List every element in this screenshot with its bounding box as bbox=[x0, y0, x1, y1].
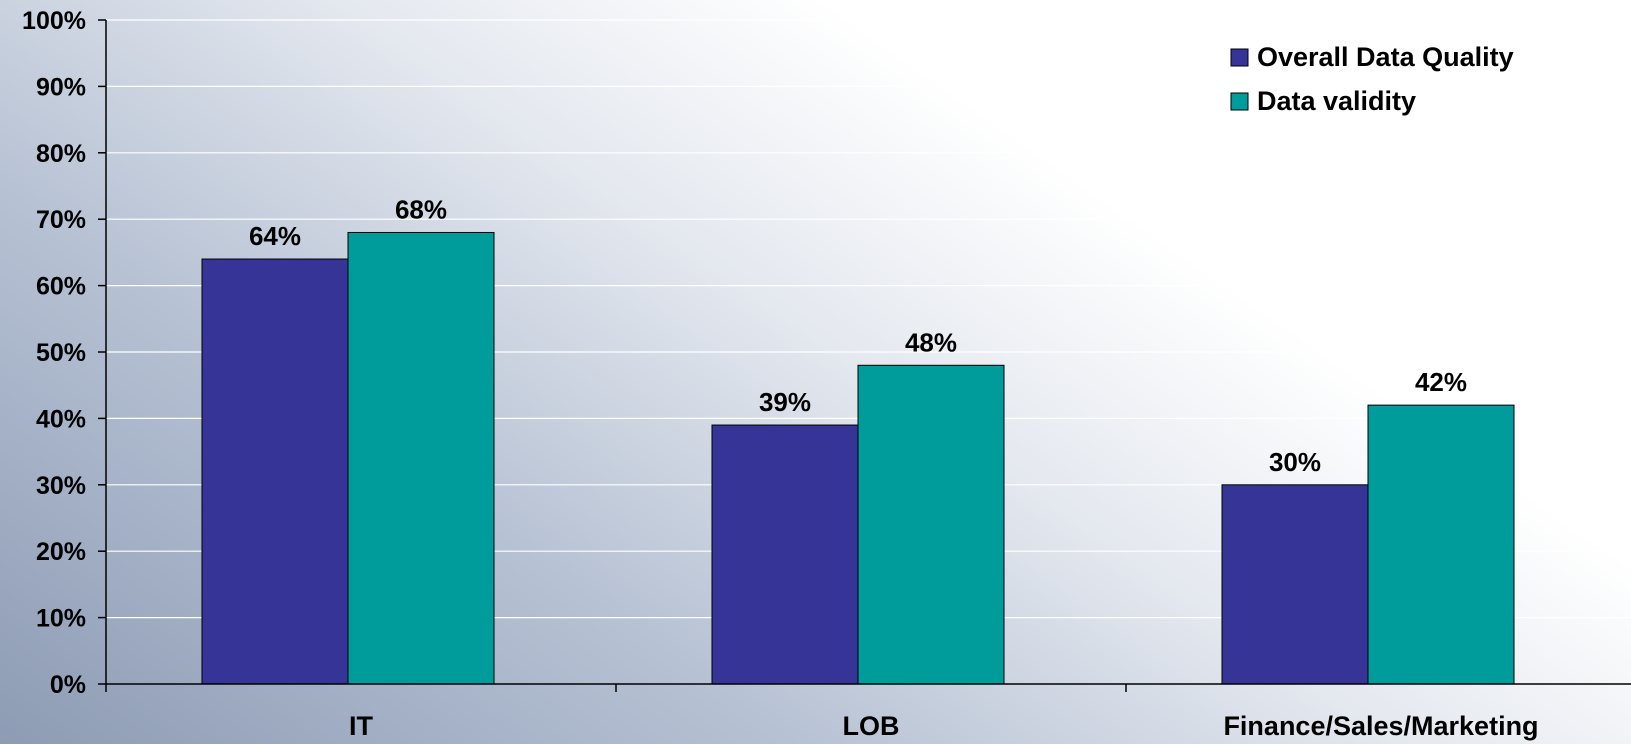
bar-data-validity bbox=[857, 364, 1005, 685]
y-tick-label: 70% bbox=[36, 206, 86, 234]
y-tick-label: 50% bbox=[36, 339, 86, 367]
data-label: 68% bbox=[395, 194, 447, 224]
y-tick-label: 0% bbox=[50, 671, 86, 699]
y-tick-label: 20% bbox=[36, 538, 86, 566]
y-tick-label: 80% bbox=[36, 140, 86, 168]
bar-overall-data-quality bbox=[201, 258, 349, 685]
legend-swatch bbox=[1230, 92, 1249, 111]
data-labels: 64% 68% 39% 48% 30% 42% bbox=[249, 194, 1467, 476]
y-tick-label: 10% bbox=[36, 605, 86, 633]
y-tick-label: 30% bbox=[36, 472, 86, 500]
legend: Overall Data Quality Data validity bbox=[1230, 42, 1514, 116]
data-label: 30% bbox=[1269, 447, 1321, 477]
bar-data-validity bbox=[1367, 404, 1515, 685]
bar-overall-data-quality bbox=[711, 424, 859, 685]
x-tick-label: LOB bbox=[843, 711, 900, 741]
y-tick-label: 90% bbox=[36, 73, 86, 101]
y-axis-ticks: 0% 10% 20% 30% 40% 50% 60% 70% 80% 90% 100% bbox=[22, 7, 106, 699]
legend-swatch bbox=[1230, 48, 1249, 67]
y-tick-label: 60% bbox=[36, 273, 86, 301]
x-tick-label: Finance/Sales/Marketing bbox=[1223, 711, 1538, 741]
legend-label: Overall Data Quality bbox=[1257, 42, 1514, 72]
x-axis-ticks: IT LOB Finance/Sales/Marketing bbox=[105, 684, 1539, 741]
data-label: 39% bbox=[759, 387, 811, 417]
y-tick-label: 40% bbox=[36, 405, 86, 433]
bar-data-validity bbox=[347, 231, 495, 685]
bar-overall-data-quality bbox=[1221, 484, 1369, 685]
data-label: 64% bbox=[249, 221, 301, 251]
data-label: 42% bbox=[1415, 367, 1467, 397]
data-label: 48% bbox=[905, 327, 957, 357]
y-tick-label: 100% bbox=[22, 7, 86, 35]
x-tick-label: IT bbox=[349, 711, 374, 741]
legend-label: Data validity bbox=[1257, 86, 1416, 116]
